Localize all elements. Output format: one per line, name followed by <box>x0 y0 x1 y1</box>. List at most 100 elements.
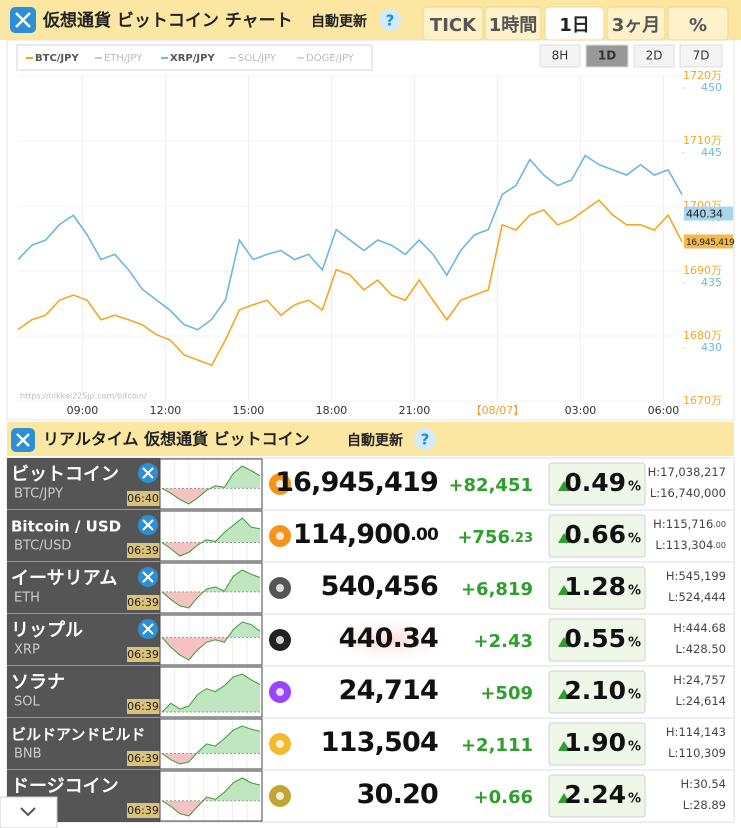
coin-name: ソラナ <box>11 672 65 693</box>
crypto-row[interactable]: ビルドアンドビルド BNB 06:39 113,504 +2,111 1.90 % H:114… <box>6 717 735 771</box>
low-prefix: L: <box>683 798 693 812</box>
pct-box <box>548 774 646 818</box>
tab[interactable] <box>667 6 729 41</box>
range-button[interactable] <box>539 44 581 68</box>
pct-box <box>548 566 646 610</box>
sparkline-down-area <box>162 542 260 556</box>
time: 06:39 <box>127 648 159 661</box>
low: L:16,740,000 <box>650 486 726 500</box>
tab-label: 1時間 <box>489 15 538 36</box>
change-int: +82,451 <box>448 475 533 496</box>
range-button[interactable] <box>679 44 723 68</box>
coin-icon-inner <box>276 792 284 800</box>
change: +756.23 <box>457 527 533 548</box>
high-prefix: H: <box>653 517 666 531</box>
price-glow <box>320 616 460 664</box>
x-badge-glyph <box>142 571 154 583</box>
pct-unit: % <box>628 584 641 599</box>
last-value-label: 440.34 <box>686 208 723 221</box>
series-line <box>17 154 683 331</box>
high: H:444.68 <box>673 621 726 635</box>
low-prefix: L: <box>668 590 678 604</box>
range-button[interactable] <box>585 44 629 68</box>
high-value: 115,716 <box>666 517 714 531</box>
coin-pair: XRP <box>14 643 40 658</box>
legend-label[interactable]: ETH/JPY <box>104 53 143 64</box>
up-arrow <box>558 741 570 751</box>
time: 06:40 <box>127 492 159 505</box>
pct-unit: % <box>628 740 641 755</box>
collapse-button[interactable] <box>0 796 58 828</box>
legend-label[interactable]: SOL/JPY <box>238 53 277 64</box>
change-int: +2.43 <box>474 631 534 652</box>
x-tick-label: 21:00 <box>399 404 431 417</box>
change-int: +0.66 <box>474 787 534 808</box>
help-icon[interactable] <box>414 428 436 450</box>
y-tick-label: 1680万 <box>683 329 722 342</box>
low-value: 524,444 <box>678 590 726 604</box>
table-rows: ビットコイン BTC/JPY 06:40 16,945,419 +82,451 0.49%… <box>6 457 735 823</box>
pct-box <box>548 722 646 766</box>
sparkline <box>161 621 261 661</box>
tab[interactable] <box>544 6 605 41</box>
low: L:110,309 <box>668 746 726 760</box>
coin-name: ドージコイン <box>11 776 119 797</box>
coin-pair: BTC/JPY <box>14 487 63 502</box>
coin-name: ビルドアンドビルド <box>11 726 145 744</box>
range-label: 2D <box>646 49 663 63</box>
high-value: 444.68 <box>686 621 726 635</box>
low: L:524,444 <box>668 590 726 604</box>
low: L:24,614 <box>675 694 726 708</box>
pct: 2.10 <box>564 676 626 705</box>
sparkline-down-area <box>162 753 260 764</box>
crypto-row[interactable]: イーサリアム ETH 06:39 540,456 +6,819 1.28 % H:545,19… <box>6 561 735 615</box>
change: +2,111 <box>461 735 533 756</box>
legend-label[interactable]: BTC/JPY <box>35 53 79 64</box>
high-value: 545,199 <box>678 569 726 583</box>
high: H:30.54 <box>681 777 726 791</box>
y-tick-label: 1720万 <box>683 69 722 82</box>
low-value: 113,304 <box>666 538 714 552</box>
table-header-bar <box>7 422 734 456</box>
time-box <box>127 595 160 610</box>
low-dec: .00 <box>713 541 726 550</box>
low-value: 428.50 <box>686 642 726 656</box>
coin-pair: SOL <box>14 695 40 710</box>
legend-label[interactable]: XRP/JPY <box>170 53 215 64</box>
x-tick-label: 【08/07】 <box>471 404 525 417</box>
change: +82,451 <box>448 475 533 496</box>
range-button[interactable] <box>633 44 675 68</box>
low-value: 24,614 <box>686 694 726 708</box>
tab[interactable] <box>606 6 666 41</box>
high-prefix: H: <box>648 465 661 479</box>
help-icon[interactable] <box>379 9 401 31</box>
y-tick-label: 1710万 <box>683 134 722 147</box>
low: L:113,304.00 <box>655 538 726 552</box>
crypto-row[interactable]: ビットコイン BTC/JPY 06:40 16,945,419 +82,451 0.49%… <box>6 457 735 511</box>
help-text: ? <box>386 12 395 30</box>
legend-label[interactable]: DOGE/JPY <box>306 53 355 64</box>
high: H:24,757 <box>673 673 726 687</box>
tab[interactable] <box>422 6 484 41</box>
price-int: 30.20 <box>357 779 438 810</box>
pct: 0.55 <box>564 624 626 653</box>
low-value: 28.89 <box>693 798 726 812</box>
high-value: 24,757 <box>686 673 726 687</box>
x-icon-glyph <box>15 12 31 28</box>
auto-update: 自動更新 <box>347 432 403 449</box>
tab[interactable] <box>484 6 542 41</box>
tab-label: 3ヶ月 <box>612 15 661 36</box>
high-value: 30.54 <box>693 777 726 791</box>
coin-pair: BTC/USD <box>14 539 71 554</box>
x-tick-label: 03:00 <box>565 404 597 417</box>
pct-unit: % <box>628 792 641 807</box>
x-icon-glyph <box>16 433 30 447</box>
y2-tick-label: 430 <box>701 341 722 354</box>
up-arrow <box>558 637 570 647</box>
high: H:17,038,217 <box>648 465 726 479</box>
change: +2.43 <box>474 631 534 652</box>
